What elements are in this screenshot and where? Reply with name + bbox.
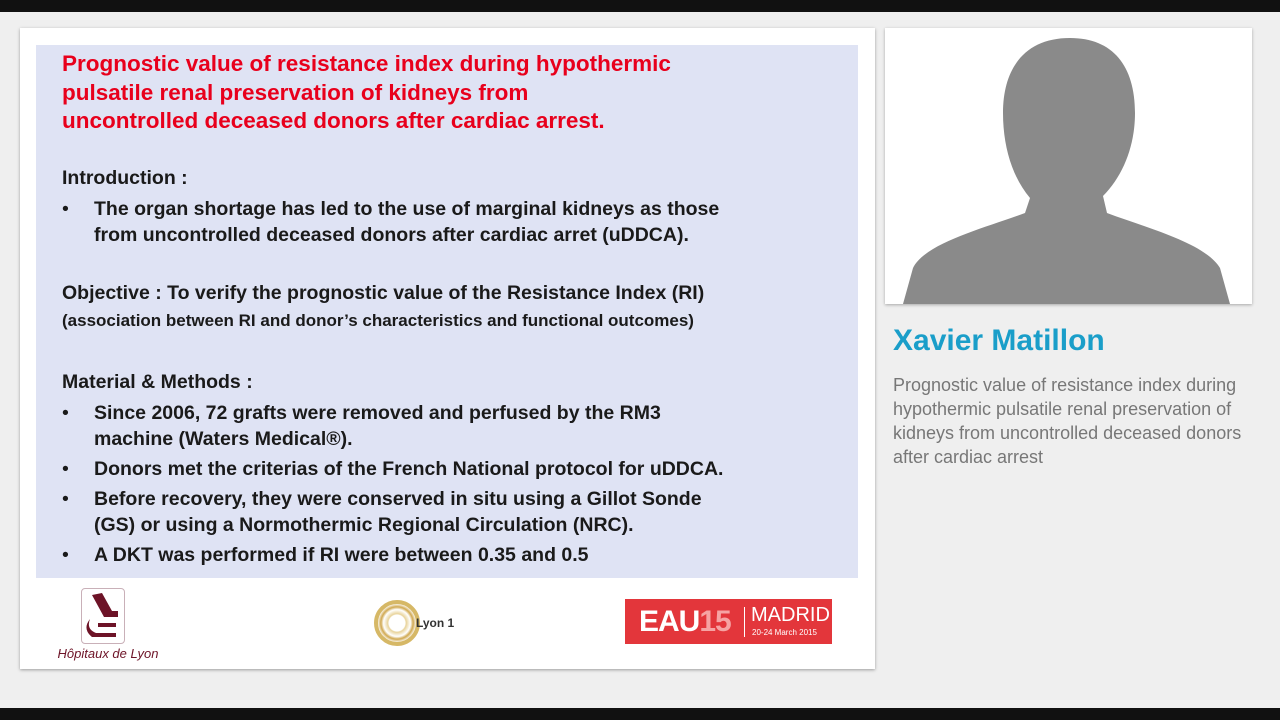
title-line: Prognostic value of resistance index dur… [62, 51, 671, 76]
bullet-line: Since 2006, 72 grafts were removed and p… [94, 402, 661, 424]
bottom-bar [0, 708, 1280, 720]
methods-bullet: • Donors met the criterias of the French … [62, 456, 723, 482]
hospices-de-lyon-logo: Hôpitaux de Lyon [48, 584, 168, 664]
speaker-photo-placeholder [885, 28, 1252, 304]
eau-text: EAU15 [639, 605, 732, 639]
bullet-line: A DKT was performed if RI were between 0… [94, 544, 589, 566]
bullet-line: Donors met the criterias of the French N… [94, 458, 724, 480]
bullet-icon: • [62, 544, 69, 566]
methods-heading: Material & Methods : [62, 371, 253, 393]
presentation-slide: Prognostic value of resistance index dur… [20, 28, 875, 669]
top-bar [0, 0, 1280, 12]
slide-title: Prognostic value of resistance index dur… [62, 50, 671, 136]
bullet-line: (GS) or using a Normothermic Regional Ci… [94, 514, 634, 536]
talk-description: Prognostic value of resistance index dur… [893, 375, 1242, 467]
objective: Objective : To verify the prognostic val… [62, 282, 705, 304]
intro-bullet: • The organ shortage has led to the use o… [62, 196, 719, 248]
bullet-line: from uncontrolled deceased donors after … [94, 224, 689, 246]
methods-bullet: • Before recovery, they were conserved in… [62, 486, 702, 538]
bullet-line: The organ shortage has led to the use of… [94, 198, 720, 220]
logo-divider [744, 607, 745, 637]
lyon1-logo: Lyon 1 [374, 600, 464, 650]
slide-content-panel [36, 45, 858, 578]
speaker-name: Xavier Matillon [893, 324, 1105, 357]
methods-bullet: • Since 2006, 72 grafts were removed and … [62, 400, 661, 452]
methods-bullet: • A DKT was performed if RI were between … [62, 542, 589, 568]
congress-dates: 20-24 March 2015 [752, 628, 817, 637]
eau-label: EAU [639, 605, 700, 638]
bullet-line: Before recovery, they were conserved in … [94, 488, 702, 510]
bullet-icon: • [62, 488, 69, 510]
person-silhouette-icon [903, 38, 1230, 304]
bullet-icon: • [62, 458, 69, 480]
title-line: pulsatile renal preservation of kidneys … [62, 79, 529, 105]
eau-year: 15 [699, 605, 731, 638]
intro-heading: Introduction : [62, 167, 188, 189]
microscope-icon [81, 588, 125, 644]
objective-sub: (association between RI and donor’s char… [62, 311, 694, 330]
bullet-line: machine (Waters Medical®). [94, 428, 353, 450]
bullet-icon: • [62, 198, 69, 220]
university-seal-icon [374, 600, 420, 646]
hospital-logo-text: Hôpitaux de Lyon [57, 646, 159, 661]
congress-city: MADRID [751, 604, 830, 626]
eau15-logo: EAU15 MADRID 20-24 March 2015 [625, 599, 832, 644]
title-line: uncontrolled deceased donors after cardi… [62, 108, 605, 133]
bullet-icon: • [62, 402, 69, 424]
university-logo-text: Lyon 1 [416, 616, 455, 630]
